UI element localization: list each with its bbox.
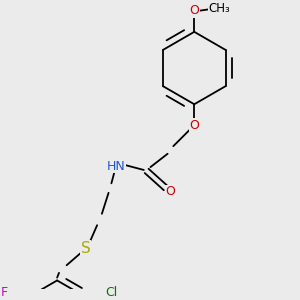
Text: S: S bbox=[81, 241, 91, 256]
Text: Cl: Cl bbox=[106, 286, 118, 299]
Text: O: O bbox=[189, 119, 199, 132]
Text: HN: HN bbox=[107, 160, 125, 173]
Text: O: O bbox=[166, 185, 176, 198]
Text: CH₃: CH₃ bbox=[208, 2, 230, 16]
Text: O: O bbox=[189, 4, 199, 17]
Text: F: F bbox=[1, 286, 8, 299]
